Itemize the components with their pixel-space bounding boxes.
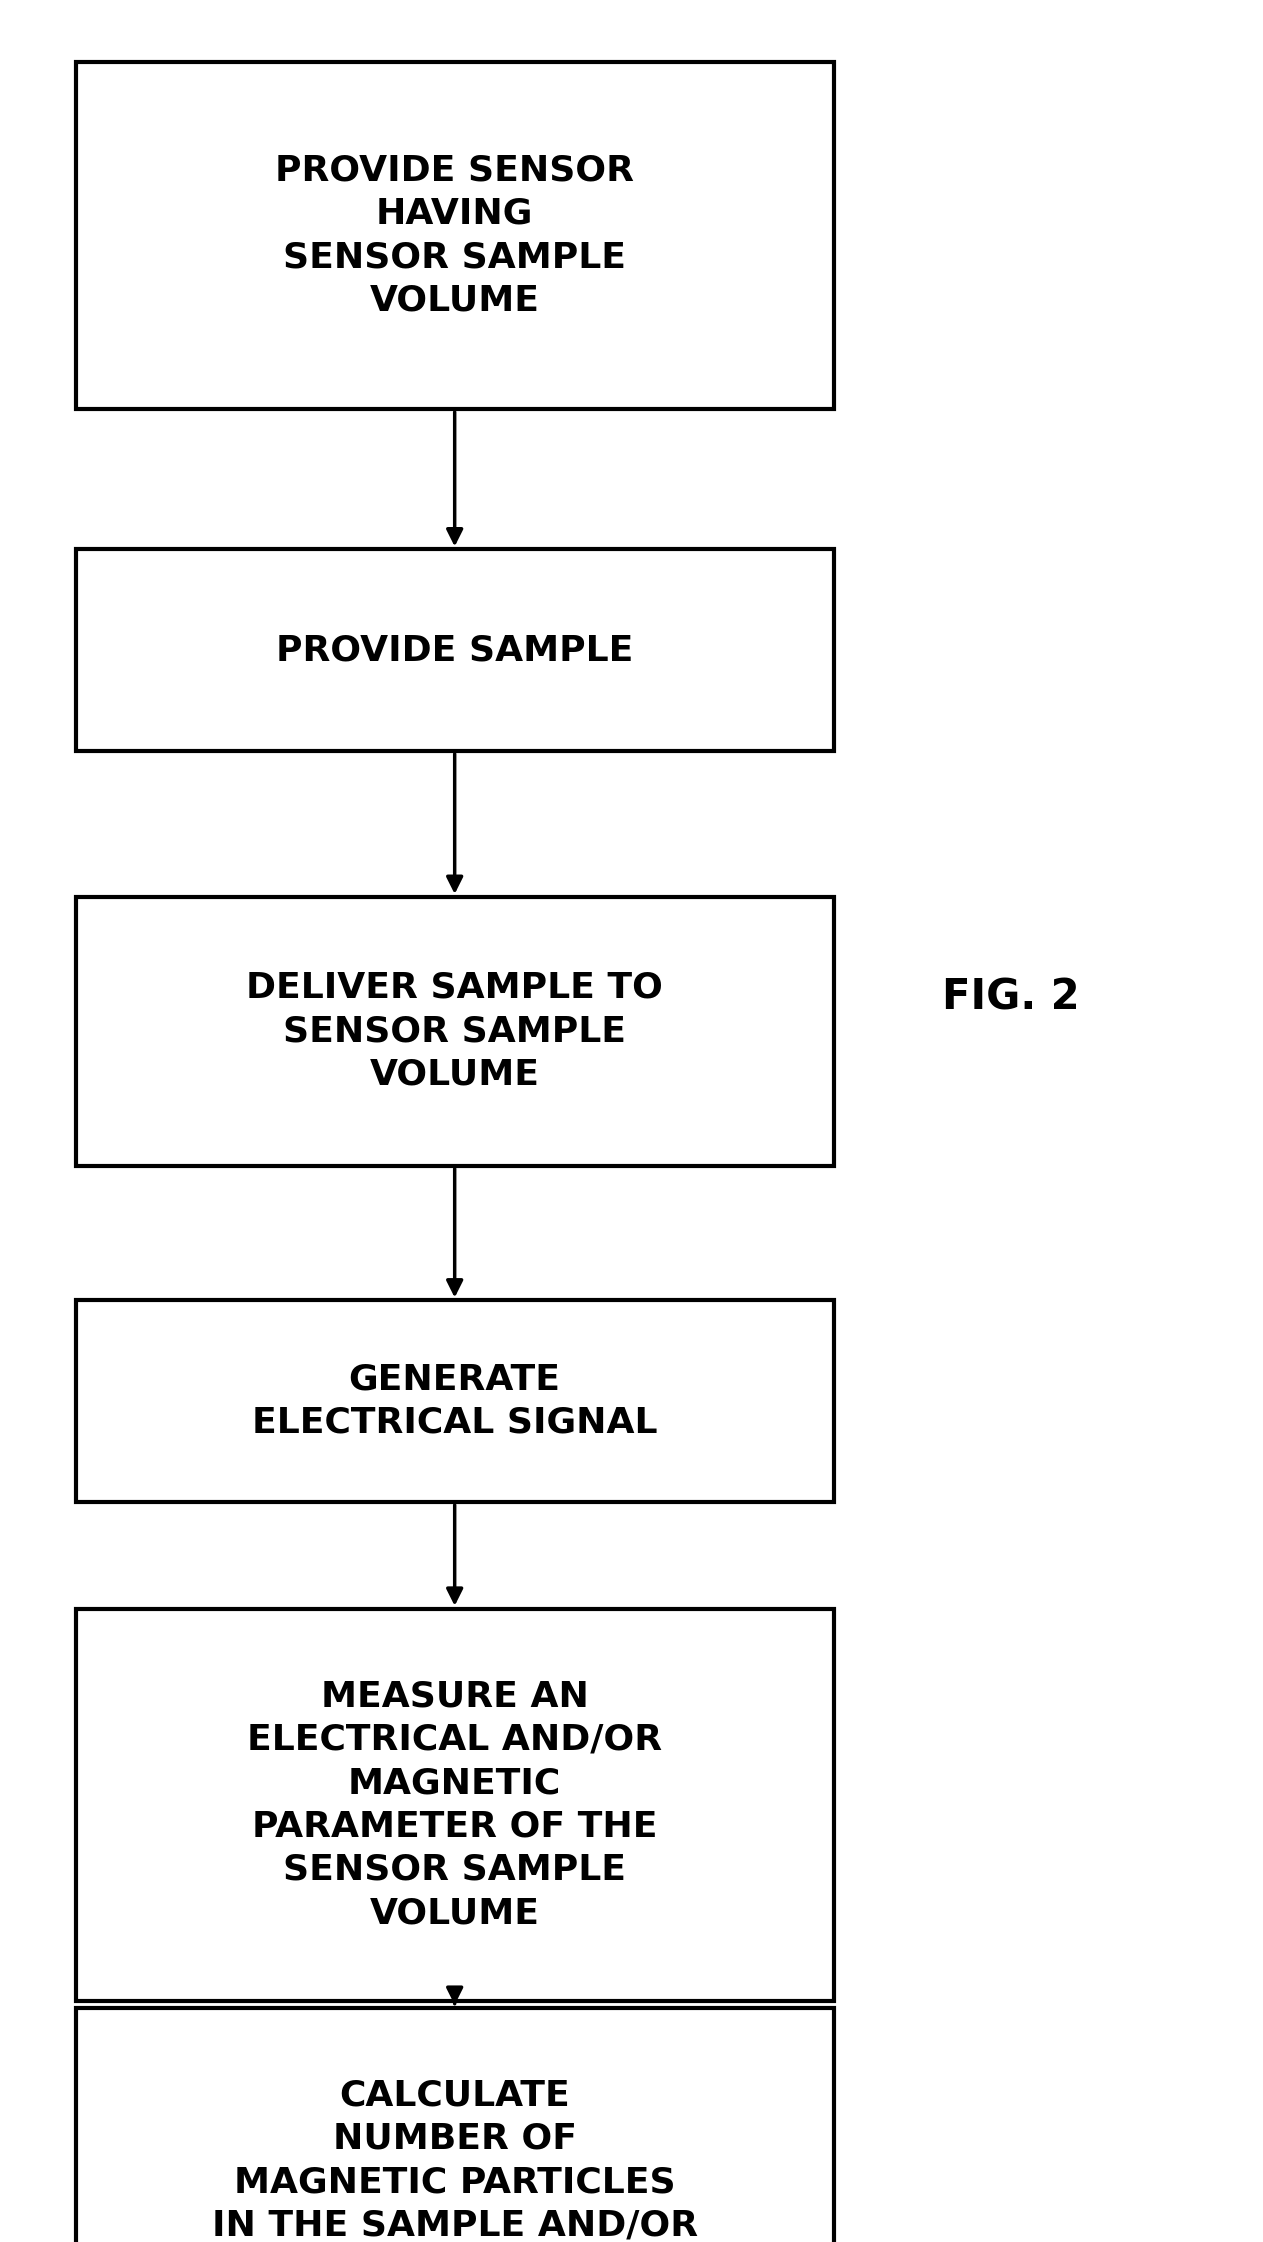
Bar <box>76 2009 834 2242</box>
Text: FIG. 2: FIG. 2 <box>942 978 1079 1018</box>
Text: PROVIDE SENSOR
HAVING
SENSOR SAMPLE
VOLUME: PROVIDE SENSOR HAVING SENSOR SAMPLE VOLU… <box>275 152 634 318</box>
Bar <box>76 61 834 408</box>
Text: PROVIDE SAMPLE: PROVIDE SAMPLE <box>277 632 633 668</box>
Text: GENERATE
ELECTRICAL SIGNAL: GENERATE ELECTRICAL SIGNAL <box>251 1363 658 1439</box>
Text: DELIVER SAMPLE TO
SENSOR SAMPLE
VOLUME: DELIVER SAMPLE TO SENSOR SAMPLE VOLUME <box>246 971 663 1092</box>
Text: CALCULATE
NUMBER OF
MAGNETIC PARTICLES
IN THE SAMPLE AND/OR
SENSE LOCATION OF
SA: CALCULATE NUMBER OF MAGNETIC PARTICLES I… <box>212 2078 697 2242</box>
Bar <box>76 1300 834 1502</box>
Bar <box>76 1610 834 2000</box>
Text: MEASURE AN
ELECTRICAL AND/OR
MAGNETIC
PARAMETER OF THE
SENSOR SAMPLE
VOLUME: MEASURE AN ELECTRICAL AND/OR MAGNETIC PA… <box>248 1679 662 1930</box>
Bar <box>76 549 834 751</box>
Bar <box>76 897 834 1166</box>
